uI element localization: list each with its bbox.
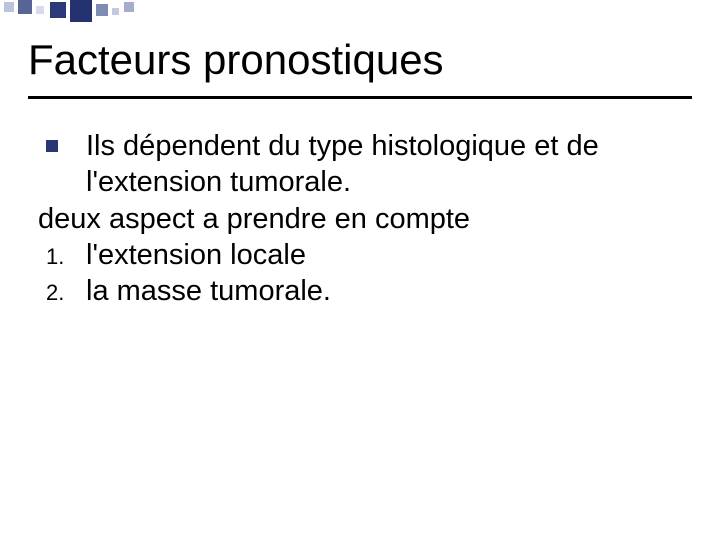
decoration-square: [4, 2, 14, 12]
numbered-text: la masse tumorale.: [86, 273, 692, 309]
decoration-square: [96, 4, 108, 16]
slide-title: Facteurs pronostiques: [28, 36, 692, 84]
decoration-square: [50, 2, 66, 18]
slide-content: Ils dépendent du type histologique et de…: [32, 128, 692, 309]
decoration-square: [70, 0, 92, 22]
decoration-square: [112, 8, 119, 15]
numbered-item: 2. la masse tumorale.: [32, 273, 692, 309]
title-area: Facteurs pronostiques: [28, 36, 692, 84]
decoration-square: [36, 6, 44, 14]
numbered-text: l'extension locale: [86, 237, 692, 273]
decoration-square: [124, 2, 134, 12]
plain-text-line: deux aspect a prendre en compte: [38, 201, 692, 237]
number-marker: 2.: [46, 273, 86, 307]
bullet-item: Ils dépendent du type histologique et de…: [32, 128, 692, 201]
square-bullet-icon: [46, 140, 58, 152]
bullet-text: Ils dépendent du type histologique et de…: [86, 128, 692, 201]
number-marker: 1.: [46, 237, 86, 271]
numbered-item: 1. l'extension locale: [32, 237, 692, 273]
header-decoration: [0, 0, 720, 28]
title-underline: [28, 96, 692, 99]
decoration-square: [18, 0, 32, 14]
